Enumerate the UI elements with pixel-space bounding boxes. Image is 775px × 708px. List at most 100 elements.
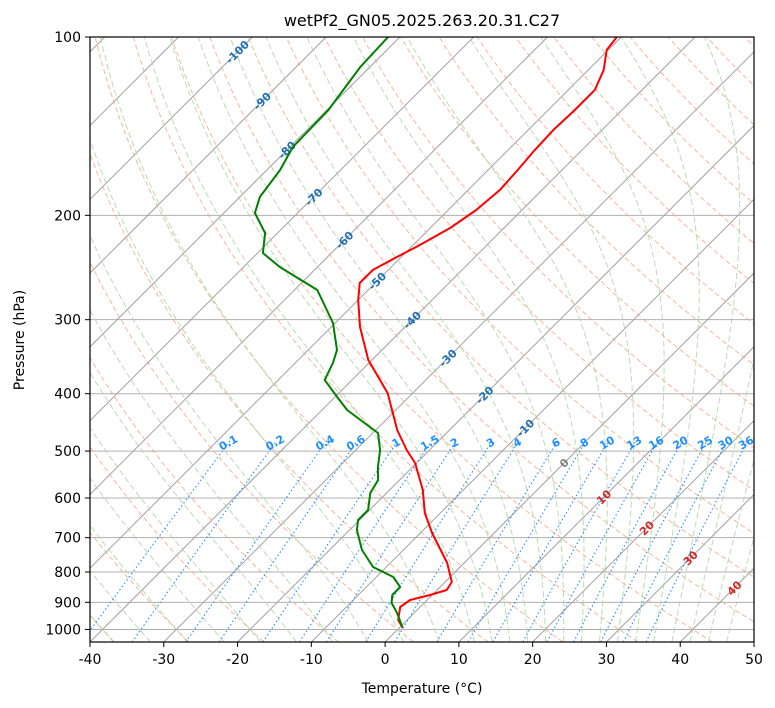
moist-adiabat-line xyxy=(707,457,754,642)
mixing-ratio-line xyxy=(299,440,433,642)
mixing-ratio-line xyxy=(262,440,399,642)
mixing-ratio-label: 36 xyxy=(736,433,756,452)
dry-adiabat-line xyxy=(362,37,754,449)
dry-adiabat-line xyxy=(90,356,339,642)
isotherm-line xyxy=(90,37,475,422)
dry-adiabat-line xyxy=(94,37,564,642)
isotherm-line xyxy=(458,346,754,642)
x-tick-label: -20 xyxy=(226,652,249,668)
mixing-ratio-line xyxy=(546,440,659,642)
isotherm-line xyxy=(237,124,754,642)
moist-adiabats xyxy=(90,37,754,642)
moist-adiabat-line xyxy=(306,37,565,642)
moist-adiabat-line xyxy=(90,308,333,642)
x-tick-label: -30 xyxy=(152,652,175,668)
mixing-ratio-lines xyxy=(90,440,749,642)
mixing-ratio-label: 2 xyxy=(448,435,461,450)
mixing-ratio-label: 13 xyxy=(624,434,644,453)
dry-adiabat-line xyxy=(744,37,754,48)
x-tick-label: 20 xyxy=(524,652,542,668)
isotherm-line xyxy=(90,37,253,201)
mixing-ratio-label: 1.5 xyxy=(418,432,441,453)
isotherm-line xyxy=(90,37,622,569)
mixing-ratio-label: 10 xyxy=(597,433,617,452)
moist-adiabat-line xyxy=(726,535,754,642)
x-tick-label: 10 xyxy=(450,652,468,668)
chart-title: wetPf2_GN05.2025.263.20.31.C27 xyxy=(284,11,560,31)
y-axis-ticks: 100 200 300 400 500 600 700 800 900 1000 xyxy=(45,30,90,638)
mixing-ratio-label: 25 xyxy=(695,434,715,453)
mixing-ratio-line xyxy=(185,440,328,642)
isotherm-line xyxy=(606,493,754,642)
y-tick-label: 800 xyxy=(54,565,81,581)
isotherm-label: -100 xyxy=(223,38,252,67)
isotherms xyxy=(90,37,754,642)
mixing-ratio-line xyxy=(522,440,637,642)
mixing-ratio-line xyxy=(394,440,520,642)
moist-adiabat-line xyxy=(229,37,529,642)
moist-adiabat-line xyxy=(468,37,635,642)
isotherm-line xyxy=(90,37,401,348)
mixing-ratio-label: 16 xyxy=(647,433,667,452)
isotherm-line xyxy=(90,37,327,274)
mixing-ratio-line xyxy=(622,440,728,642)
moist-adiabat-line xyxy=(197,37,511,642)
moist-adiabat-line xyxy=(671,37,741,642)
moist-adiabat-line xyxy=(90,137,405,642)
y-tick-label: 400 xyxy=(54,387,81,403)
mixing-ratio-line xyxy=(573,440,683,642)
dry-adiabat-line xyxy=(591,37,754,205)
mixing-ratio-line xyxy=(645,440,749,642)
dry-adiabat-line xyxy=(209,37,754,623)
moist-adiabat-line xyxy=(99,37,440,642)
dewpoint-profile-line xyxy=(253,37,404,628)
y-tick-label: 900 xyxy=(54,595,81,611)
dry-adiabats xyxy=(90,37,754,642)
x-axis-ticks: -40 -30 -20 -10 0 10 20 30 40 50 xyxy=(79,642,763,668)
dry-adiabat-line xyxy=(90,446,265,642)
mixing-ratio-label: 0.6 xyxy=(344,432,368,453)
moist-adiabat-line xyxy=(90,234,369,642)
moist-adiabat-line xyxy=(406,37,608,642)
dry-adiabat-line xyxy=(629,37,754,165)
mixing-ratio-line xyxy=(492,440,610,642)
x-tick-label: 50 xyxy=(745,652,763,668)
y-tick-label: 300 xyxy=(54,313,81,329)
y-axis-label: Pressure (hPa) xyxy=(12,290,28,390)
y-tick-label: 1000 xyxy=(45,622,81,638)
dry-adiabat-line xyxy=(667,37,754,126)
temperature-profile-line xyxy=(357,37,618,629)
mixing-ratio-label: 3 xyxy=(484,435,497,450)
x-tick-label: 30 xyxy=(598,652,616,668)
plot-area: 0.1 0.2 0.4 0.6 1 1.5 2 3 4 6 8 10 13 16 20 25 30 36-100-… xyxy=(90,37,756,642)
isotherm-line xyxy=(90,37,696,642)
dry-adiabat-line xyxy=(285,37,754,534)
mixing-ratio-line xyxy=(436,440,559,642)
dry-adiabat-line xyxy=(706,37,754,87)
mixing-ratio-line xyxy=(218,440,358,642)
moist-adiabat-line xyxy=(540,37,665,642)
moist-adiabat-line xyxy=(90,426,261,642)
moist-adiabat-line xyxy=(90,371,297,642)
dry-adiabat-line xyxy=(90,531,190,642)
moist-adiabat-line xyxy=(169,37,493,642)
dry-adiabat-line xyxy=(90,260,414,642)
x-tick-label: 0 xyxy=(381,652,390,668)
moist-adiabat-line xyxy=(353,37,585,642)
mixing-ratio-line xyxy=(600,440,708,642)
moist-adiabat-line xyxy=(90,524,188,642)
dry-adiabat-line xyxy=(90,152,489,642)
mixing-ratio-label: 0.2 xyxy=(263,432,286,453)
mixing-ratio-line xyxy=(467,440,587,642)
x-tick-label: 40 xyxy=(671,652,689,668)
moist-adiabat-line xyxy=(620,37,700,642)
y-tick-label: 100 xyxy=(54,30,81,46)
mixing-ratio-label: 30 xyxy=(716,433,736,452)
mixing-ratio-line xyxy=(131,440,278,642)
dry-adiabat-line xyxy=(323,37,754,491)
mixing-ratio-label: 0.4 xyxy=(313,432,337,453)
moist-adiabat-line xyxy=(90,569,151,642)
isobar-gridlines xyxy=(90,37,754,630)
x-tick-label: -40 xyxy=(79,652,102,668)
x-axis-label: Temperature (°C) xyxy=(361,681,483,697)
